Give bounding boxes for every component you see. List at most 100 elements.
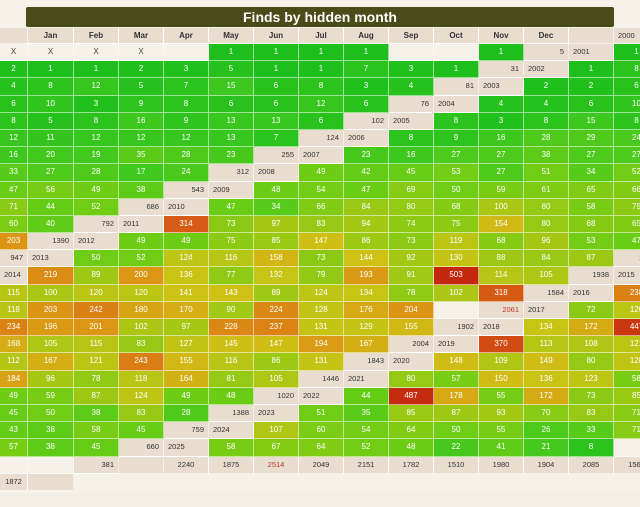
data-cell: 120: [614, 301, 640, 319]
corner-cell: [119, 456, 164, 474]
data-cell: 6: [254, 95, 299, 113]
data-cell: 121: [614, 336, 640, 354]
data-cell: 184: [0, 370, 28, 388]
data-cell: 47: [0, 181, 28, 199]
data-cell: 66: [614, 181, 640, 199]
data-cell: 60: [299, 422, 344, 440]
data-cell: 67: [254, 439, 299, 457]
row-total: 81: [434, 78, 479, 96]
data-cell: 318: [479, 284, 524, 302]
data-cell: 203: [0, 233, 28, 251]
data-cell: 55: [479, 422, 524, 440]
data-cell: 121: [74, 353, 119, 371]
data-cell: 131: [299, 353, 344, 371]
data-cell: 34: [254, 198, 299, 216]
data-cell: 9: [164, 112, 209, 130]
data-cell: 83: [119, 336, 164, 354]
data-cell: 4: [524, 95, 569, 113]
year-label: 2003: [479, 78, 524, 96]
data-cell: 158: [254, 250, 299, 268]
data-cell: 6: [569, 95, 614, 113]
data-cell: 100: [479, 198, 524, 216]
data-cell: 116: [209, 353, 254, 371]
row-total: 312: [209, 164, 254, 182]
data-cell: 224: [254, 301, 299, 319]
data-cell: 314: [164, 215, 209, 234]
data-cell: 86: [344, 233, 389, 251]
column-total: 1904: [524, 456, 569, 474]
data-cell: 60: [0, 215, 28, 234]
data-cell: 81: [209, 370, 254, 388]
data-cell: 45: [0, 404, 28, 423]
data-cell: 20: [28, 147, 74, 165]
data-cell: 238: [614, 284, 640, 302]
year-label: 2023: [254, 404, 299, 423]
data-cell: 96: [524, 233, 569, 251]
data-cell: 9: [119, 95, 164, 113]
data-cell: 12: [74, 78, 119, 96]
year-label: 2004: [434, 95, 479, 113]
data-cell: 80: [389, 198, 434, 216]
row-total: 686: [119, 198, 164, 216]
corner-cell: [0, 28, 28, 44]
year-label: 2016: [569, 284, 614, 302]
data-cell: 1: [299, 44, 344, 62]
month-header-feb: Feb: [74, 28, 119, 44]
data-cell: 124: [299, 284, 344, 302]
data-cell: 57: [0, 439, 28, 457]
column-total: 2514: [254, 456, 299, 474]
year-label: 2012: [74, 233, 119, 251]
year-label: 2015: [614, 267, 640, 285]
data-cell: 128: [299, 301, 344, 319]
data-cell: 4: [0, 78, 28, 96]
data-cell: X: [0, 44, 28, 62]
data-cell: 77: [209, 267, 254, 285]
data-cell: 203: [28, 301, 74, 319]
data-cell: 12: [74, 129, 119, 148]
data-cell: 87: [569, 250, 614, 268]
data-cell: 50: [28, 404, 74, 423]
data-cell: 17: [119, 164, 164, 182]
data-cell: 1: [299, 61, 344, 79]
data-cell: 80: [524, 215, 569, 234]
data-cell: 5: [28, 112, 74, 130]
data-cell: 115: [0, 284, 28, 302]
data-cell: 237: [254, 319, 299, 337]
month-header-nov: Nov: [479, 28, 524, 44]
data-cell: 65: [569, 181, 614, 199]
data-cell: 73: [209, 215, 254, 234]
data-cell: 102: [119, 319, 164, 337]
month-header-jul: Jul: [299, 28, 344, 44]
data-cell: 12: [0, 129, 28, 148]
data-cell: 6: [299, 112, 344, 130]
data-cell: 118: [119, 370, 164, 388]
data-cell: 49: [74, 181, 119, 199]
page: Finds by hidden month Jan Feb Mar Apr May Jun…: [0, 7, 640, 491]
column-total: 2240: [164, 456, 209, 474]
data-cell: 8: [389, 129, 434, 148]
data-cell: 35: [344, 404, 389, 423]
data-cell: 50: [434, 181, 479, 199]
data-cell: 13: [254, 112, 299, 130]
data-cell: 49: [164, 233, 209, 251]
data-cell: 119: [434, 233, 479, 251]
data-cell: 6: [344, 95, 389, 113]
row-total: 1902: [434, 319, 479, 337]
data-cell: 50: [434, 422, 479, 440]
data-cell: 176: [344, 301, 389, 319]
data-cell: [0, 456, 28, 474]
data-cell: 172: [569, 319, 614, 337]
column-total: 1564: [614, 456, 640, 474]
data-cell: 128: [614, 353, 640, 371]
data-cell: 1: [344, 44, 389, 62]
data-cell: 204: [389, 301, 434, 319]
data-cell: 7: [164, 78, 209, 96]
data-cell: 92: [389, 250, 434, 268]
data-cell: 1: [74, 61, 119, 79]
year-label: 2008: [254, 164, 299, 182]
data-cell: 87: [434, 404, 479, 423]
data-cell: 13: [209, 129, 254, 148]
data-cell: 28: [524, 129, 569, 148]
data-cell: 116: [209, 250, 254, 268]
data-cell: 26: [524, 422, 569, 440]
